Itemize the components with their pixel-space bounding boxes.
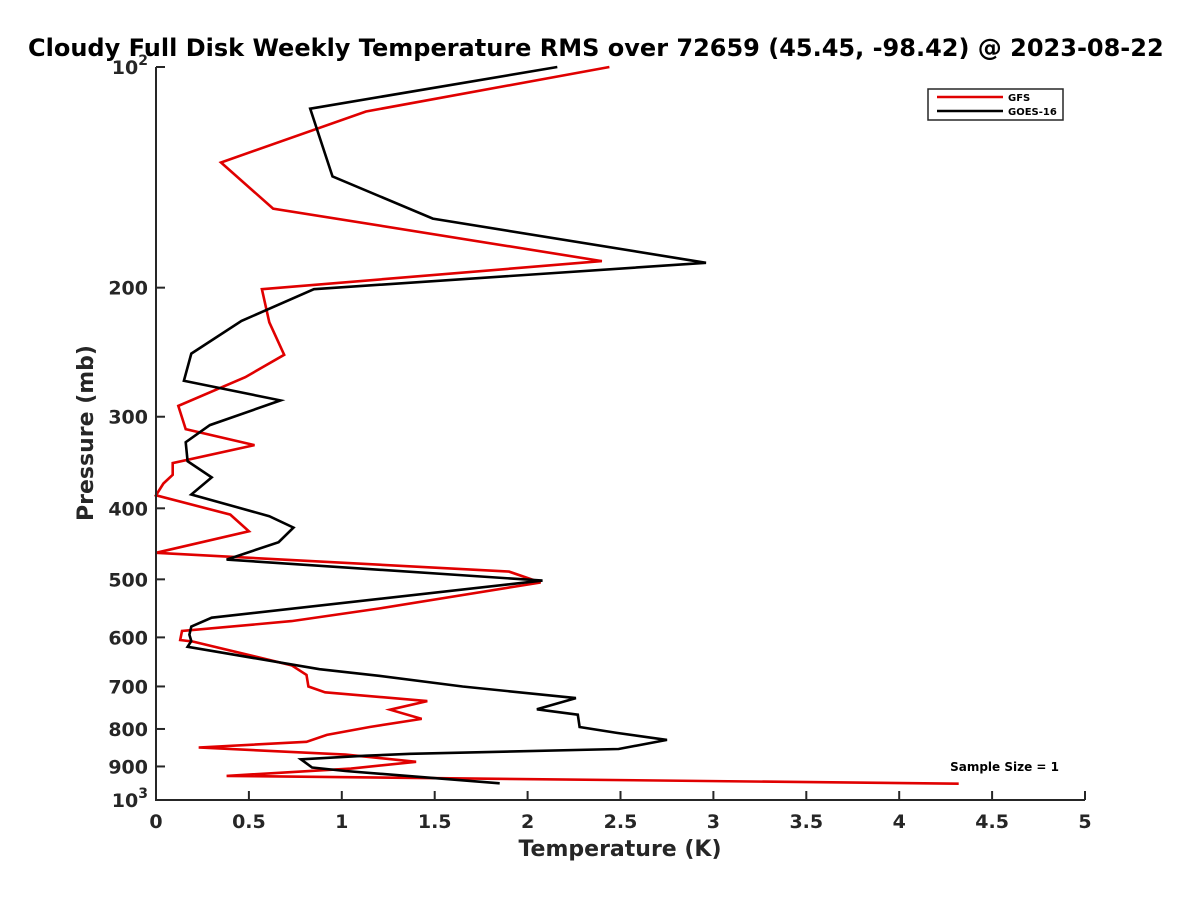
x-axis-label: Temperature (K) <box>518 837 721 862</box>
series-line-gfs <box>153 65 959 785</box>
y-tick-label: 102 <box>112 53 148 79</box>
x-tick-label: 3.5 <box>789 811 823 833</box>
legend-box <box>927 88 1064 121</box>
y-tick-label: 600 <box>108 627 148 649</box>
x-tick-label: 1.5 <box>418 811 452 833</box>
y-tick-label: 103 <box>112 786 148 812</box>
x-tick-label: 1 <box>335 811 348 833</box>
axes-layer: 0 0.5 1 1.5 2 2.5 3 3.5 4 4.5 5 102 200 300 400 500 600 7… <box>108 53 1091 833</box>
y-tick-label: 500 <box>108 569 148 591</box>
x-tick-label: 2.5 <box>604 811 638 833</box>
legend-label-goes-16: GOES-16 <box>1008 107 1057 118</box>
x-tick-label: 4 <box>893 811 906 833</box>
x-tick-label: 3 <box>707 811 720 833</box>
chart-title: Cloudy Full Disk Weekly Temperature RMS … <box>28 34 1164 62</box>
x-tick-label: 5 <box>1078 811 1091 833</box>
y-tick-label: 800 <box>108 719 148 741</box>
legend-label-gfs: GFS <box>1008 93 1030 104</box>
sample-size-annotation: Sample Size = 1 <box>950 760 1059 774</box>
y-axis-label: Pressure (mb) <box>74 345 99 521</box>
y-tick-label: 900 <box>108 756 148 778</box>
x-tick-label: 0.5 <box>232 811 266 833</box>
y-tick-label: 200 <box>108 278 148 300</box>
y-tick-label: 300 <box>108 407 148 429</box>
legend: GFS GOES-16 <box>927 88 1064 121</box>
series-layer <box>153 65 959 785</box>
x-tick-label: 4.5 <box>975 811 1009 833</box>
x-tick-label: 0 <box>149 811 162 833</box>
series-line-goes-16 <box>182 65 707 785</box>
y-tick-label: 400 <box>108 498 148 520</box>
x-tick-label: 2 <box>521 811 534 833</box>
y-tick-label: 700 <box>108 676 148 698</box>
